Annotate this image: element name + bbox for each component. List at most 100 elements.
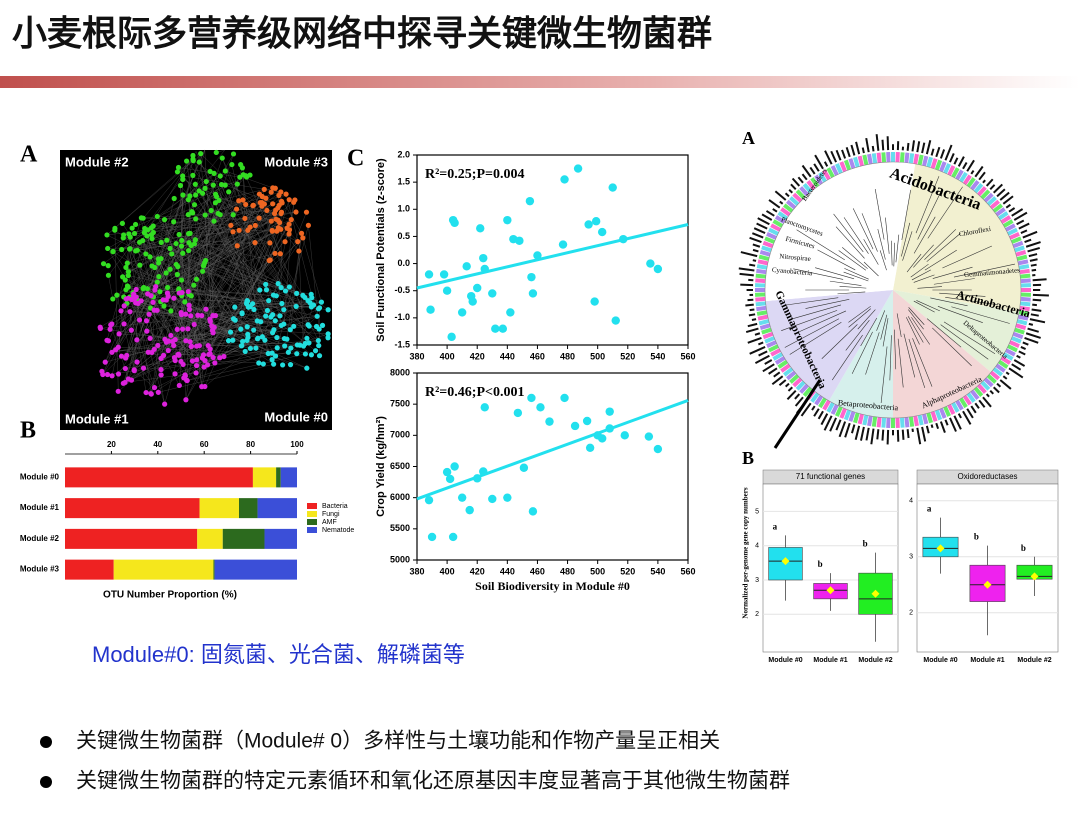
tree-branch [933, 278, 975, 285]
tree-bar [772, 208, 778, 213]
tree-ring [756, 268, 767, 275]
tree-bar [1027, 327, 1039, 333]
tree-ring [853, 156, 860, 168]
tree-ring [989, 199, 1000, 210]
edge [204, 188, 256, 243]
tree-bar [749, 263, 756, 267]
tree-bar [1002, 375, 1008, 380]
y-axis-label: Soil Functional Potentials (z-score) [375, 158, 387, 342]
tree-branch [860, 317, 878, 347]
tree-ring [818, 397, 827, 409]
point [448, 532, 458, 542]
node [137, 262, 143, 268]
tree-bar [809, 166, 816, 175]
edge [127, 298, 147, 332]
edge [187, 353, 306, 381]
tree-branch [939, 292, 986, 297]
tree-branch [896, 313, 902, 337]
node [171, 219, 177, 225]
tree-bar [957, 156, 965, 167]
significance-letter: a [927, 504, 932, 514]
y-tick-label: -1.5 [394, 339, 410, 349]
edge [200, 153, 254, 206]
tree-ring [930, 158, 938, 169]
node [239, 311, 245, 317]
node [169, 338, 176, 345]
tree-ring [1012, 331, 1024, 340]
node [252, 222, 258, 229]
tree-bar [751, 232, 764, 239]
tree-ring [913, 153, 919, 165]
panel-letter: A [20, 142, 38, 168]
node [281, 321, 287, 327]
node [316, 326, 322, 332]
y-tick-label: 4 [909, 498, 913, 505]
tree-bar [989, 184, 996, 190]
node [151, 384, 158, 391]
tree-ring [862, 154, 869, 166]
tree-bar [875, 134, 880, 151]
edge [177, 220, 272, 267]
node [189, 358, 196, 364]
annotation: R²=0.46;P<0.001 [425, 385, 524, 400]
node [244, 299, 250, 306]
node [267, 240, 273, 246]
y-tick-label: 1.5 [397, 177, 410, 187]
tree-ring [792, 377, 803, 388]
tree-bar [1028, 322, 1034, 326]
node [138, 215, 144, 221]
node [303, 209, 310, 215]
point [528, 507, 538, 516]
edge [142, 240, 167, 274]
node [272, 250, 278, 257]
node [174, 271, 180, 278]
tree-ring [799, 383, 809, 394]
tree-branch [848, 308, 872, 328]
edge [207, 219, 292, 365]
tree-ring [795, 189, 806, 200]
tree-ring [970, 180, 980, 191]
edge [134, 294, 189, 370]
tree-bar [797, 176, 804, 184]
tree-ring [1017, 259, 1029, 266]
tree-bar [993, 386, 1000, 394]
y-tick-label: 7500 [390, 399, 410, 409]
tree-ring [992, 367, 1003, 377]
plot-frame [416, 154, 689, 346]
tree-bar [870, 428, 875, 445]
node [251, 327, 257, 333]
tree-bar [993, 183, 1003, 194]
node [183, 397, 189, 403]
point [426, 305, 435, 314]
x-tick-label: 60 [200, 440, 209, 449]
point [424, 495, 434, 505]
bar-segment [113, 559, 214, 580]
edge [204, 344, 298, 368]
tree-bar [835, 149, 842, 161]
tree-bar [745, 303, 754, 307]
tree-ring [795, 380, 806, 391]
node [282, 343, 288, 349]
node [273, 293, 279, 299]
node [211, 218, 217, 224]
node [273, 216, 279, 222]
node [287, 327, 293, 333]
tree-ring [780, 207, 791, 217]
node [274, 345, 280, 351]
tree-branch [926, 318, 962, 348]
node [118, 308, 124, 314]
tree-ring [761, 327, 772, 335]
node [207, 351, 213, 357]
node [190, 156, 196, 162]
point [525, 196, 535, 206]
edge [123, 237, 314, 306]
node [325, 331, 331, 337]
tree-ring [1019, 268, 1030, 275]
tree-ring [774, 356, 786, 365]
node [211, 324, 217, 330]
point [503, 493, 512, 502]
tree-bar [1008, 207, 1016, 213]
tree-ring [777, 359, 789, 369]
edge [113, 211, 297, 252]
